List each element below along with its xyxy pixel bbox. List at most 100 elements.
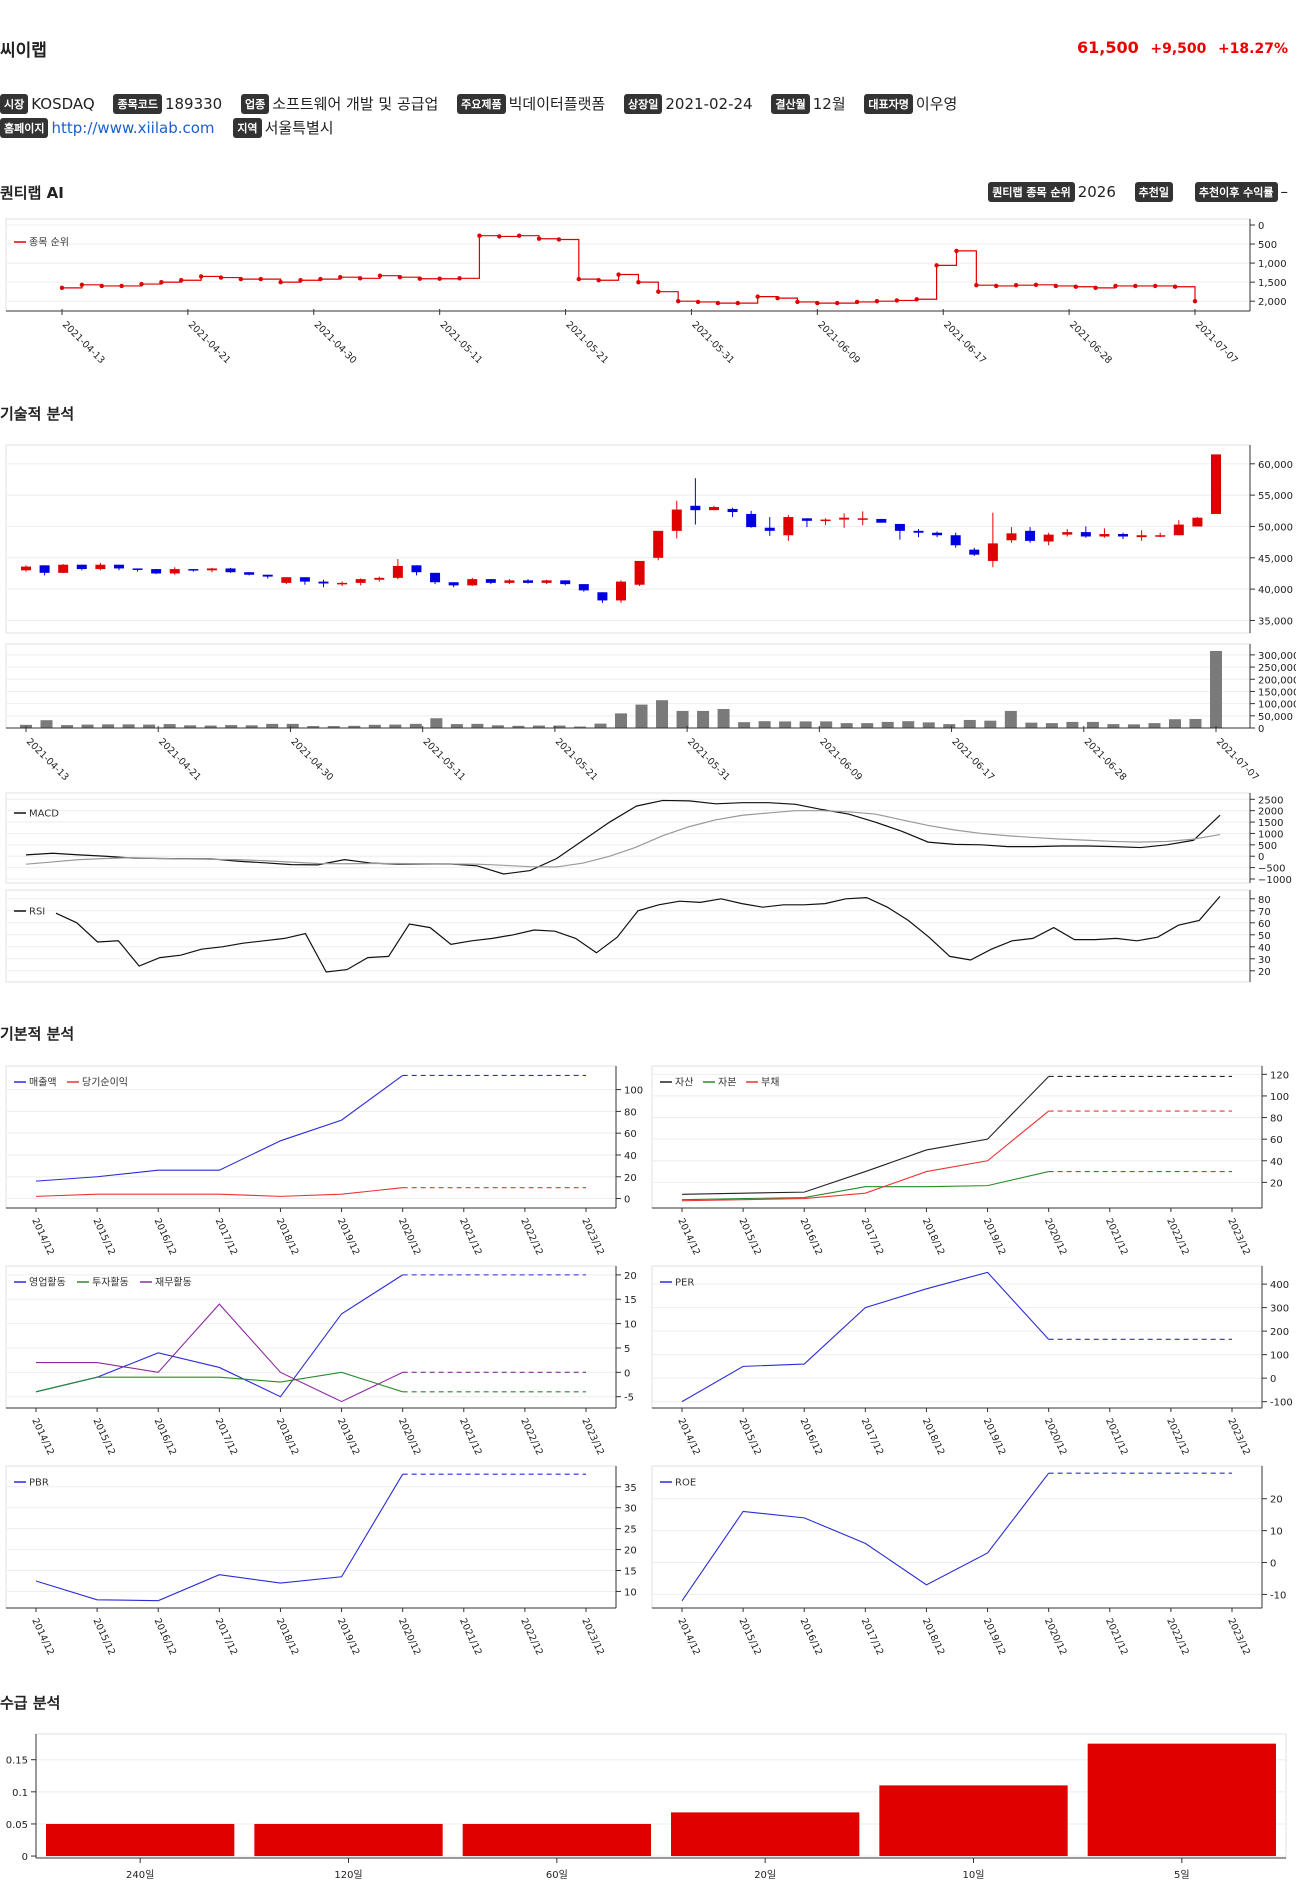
price-change: +9,500 xyxy=(1150,41,1207,57)
macd-tick-label: 500 xyxy=(1258,841,1277,852)
rank-point xyxy=(795,299,800,305)
per-xtick-label: 2018/12 xyxy=(920,1417,947,1457)
candle-body xyxy=(58,564,69,573)
candle-body xyxy=(1192,517,1203,527)
candle-body xyxy=(653,530,664,558)
candle-body xyxy=(634,560,645,585)
rank-point xyxy=(1113,283,1118,289)
volume-bar xyxy=(286,723,299,728)
rank-point xyxy=(695,299,701,305)
homepage-link[interactable]: http://www.xiilab.com xyxy=(51,118,215,137)
candle-body xyxy=(1099,533,1110,537)
volume-bar xyxy=(61,725,74,728)
rank-point xyxy=(377,273,383,278)
pbr-chart: 10 15 20 25 30 35 2014/12 2015/12 2016/12 2017/12… xyxy=(5,1465,637,1657)
cashflow-xtick-label: 2020/12 xyxy=(396,1417,423,1457)
supply-tick-label: 0 xyxy=(22,1852,28,1863)
rank-point xyxy=(735,300,741,306)
rank-point xyxy=(596,278,601,283)
candle-body xyxy=(820,519,831,522)
product-value: 빅데이터플랫폼 xyxy=(508,95,606,113)
pbr-tick-label: 35 xyxy=(624,1483,637,1494)
rank-point xyxy=(536,236,542,241)
candle-body xyxy=(151,569,162,574)
rank-xtick-label: 2021-04-30 xyxy=(312,319,359,366)
rsi-tick-label: 30 xyxy=(1258,955,1271,966)
volume-bar xyxy=(799,721,812,728)
volume-bar xyxy=(245,725,258,728)
volume-bar xyxy=(820,721,833,728)
roe-chart: -10 0 10 20 2014/12 2015/12 2016/12 2017/12 2018… xyxy=(651,1465,1286,1657)
cashflow-tick-label: 20 xyxy=(624,1271,637,1282)
rank-point xyxy=(914,297,919,302)
roe-tick-label: 10 xyxy=(1270,1527,1283,1538)
volume-tick-label: 150,000 xyxy=(1258,687,1296,698)
pbr-xtick-label: 2020/12 xyxy=(396,1617,423,1657)
cashflow-chart: -5 0 5 10 15 20 2014/12 2015/12 2016/12 2017/12 20… xyxy=(5,1265,637,1457)
volume-tick-label: 300,000 xyxy=(1258,651,1296,662)
volume-bar xyxy=(389,724,402,728)
volume-xtick-label: 2021-06-17 xyxy=(949,736,996,783)
candle-body xyxy=(690,505,701,511)
candle-body xyxy=(1118,533,1129,537)
roe-xtick-label: 2016/12 xyxy=(798,1617,825,1657)
rank-point xyxy=(99,283,104,289)
sales-xtick-label: 2014/12 xyxy=(29,1217,56,1257)
sales-tick-label: 40 xyxy=(624,1151,637,1162)
balance-xtick-label: 2015/12 xyxy=(736,1217,763,1257)
cashflow-series-line xyxy=(36,1303,403,1403)
candle-body xyxy=(244,572,255,575)
macd-tick-label: −500 xyxy=(1258,864,1285,875)
supply-bar xyxy=(671,1812,860,1857)
supply-tick-label: 0.1 xyxy=(12,1788,28,1799)
rank-point xyxy=(159,279,164,285)
rank-tick-label: 1,000 xyxy=(1258,259,1287,270)
cashflow-legend-label: 영업활동 xyxy=(29,1276,66,1289)
macd-tick-label: 0 xyxy=(1258,852,1264,863)
per-tick-label: 200 xyxy=(1270,1327,1289,1338)
candle-body xyxy=(578,584,589,591)
code-tag: 종목코드 xyxy=(113,93,162,114)
rsi-tick-label: 70 xyxy=(1258,907,1271,918)
volume-xtick-label: 2021-05-11 xyxy=(421,736,468,783)
supply-tick-label: 0.05 xyxy=(6,1820,28,1831)
candle-body xyxy=(932,532,943,536)
rank-point xyxy=(994,283,999,289)
supply-bar xyxy=(254,1823,443,1857)
fiscal-value: 12월 xyxy=(812,95,846,113)
cashflow-tick-label: 0 xyxy=(624,1368,630,1379)
volume-bar xyxy=(594,723,607,728)
rank-value: 2026 xyxy=(1077,183,1116,201)
ceo-tag: 대표자명 xyxy=(864,93,913,114)
roe-xtick-label: 2014/12 xyxy=(675,1617,702,1657)
supply-xtick-label: 60일 xyxy=(546,1869,568,1881)
volume-bar xyxy=(1127,724,1140,728)
candle-body xyxy=(225,568,236,573)
volume-bar xyxy=(471,723,484,728)
volume-bar xyxy=(163,724,176,728)
per-xtick-label: 2023/12 xyxy=(1225,1417,1252,1457)
supply-xtick-label: 10일 xyxy=(963,1869,985,1881)
volume-bar xyxy=(717,708,730,728)
rank-point xyxy=(1073,284,1078,289)
candle-body xyxy=(671,509,682,531)
rank-tag: 퀀티랩 종목 순위 xyxy=(988,182,1075,202)
cashflow-xtick-label: 2015/12 xyxy=(90,1417,117,1457)
volume-bar xyxy=(143,724,156,728)
volume-bar xyxy=(1189,718,1202,728)
pbr-xtick-label: 2017/12 xyxy=(213,1617,240,1657)
supply-tick-label: 0.15 xyxy=(6,1756,28,1767)
candle-body xyxy=(969,549,980,555)
volume-bar xyxy=(758,721,771,728)
roe-tick-label: -10 xyxy=(1270,1590,1286,1601)
rank-point xyxy=(1093,285,1098,291)
rank-point xyxy=(556,237,562,242)
candle-body xyxy=(987,543,998,561)
per-xtick-label: 2014/12 xyxy=(675,1417,702,1457)
per-xtick-label: 2022/12 xyxy=(1164,1417,1191,1457)
rank-point xyxy=(974,282,979,288)
volume-bar xyxy=(102,724,115,728)
candle-body xyxy=(39,565,50,573)
supply-xtick-label: 20일 xyxy=(754,1869,776,1881)
